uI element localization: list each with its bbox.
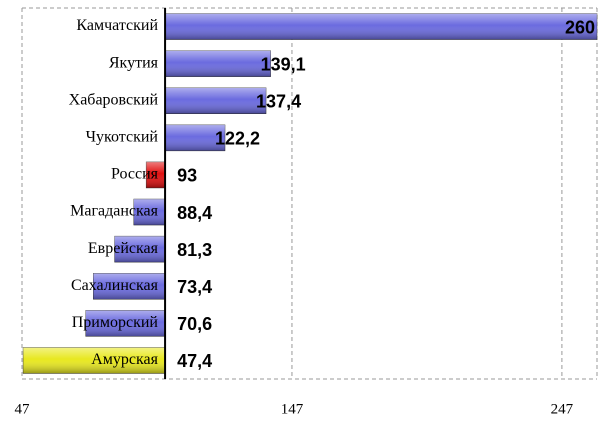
value-label: 47,4 — [177, 351, 212, 371]
x-tick-label: 147 — [281, 401, 304, 417]
value-label: 137,4 — [256, 92, 301, 112]
category-label: Россия — [111, 166, 159, 183]
value-label: 70,6 — [177, 314, 212, 334]
bar-shade — [165, 124, 226, 151]
category-label: Амурская — [91, 351, 158, 368]
bar-shade — [133, 199, 166, 226]
x-tick-label: 247 — [551, 401, 574, 417]
category-label: Хабаровский — [69, 91, 159, 108]
bar-shade — [165, 50, 271, 77]
category-label: Магаданская — [70, 203, 159, 220]
value-label: 88,4 — [177, 203, 212, 223]
category-label: Еврейская — [88, 240, 159, 257]
x-tick-label: 47 — [15, 401, 31, 417]
bar-shade — [146, 161, 166, 188]
value-label: 260 — [565, 17, 595, 37]
bar-shade — [93, 273, 166, 300]
category-label: Якутия — [109, 54, 159, 71]
value-label: 73,4 — [177, 277, 212, 297]
category-label: Чукотский — [86, 129, 159, 146]
category-label: Сахалинская — [71, 277, 159, 294]
value-label: 122,2 — [215, 129, 260, 149]
bar-shade — [23, 347, 166, 374]
bar-shade — [165, 87, 267, 114]
value-label: 81,3 — [177, 240, 212, 260]
category-label: Приморский — [72, 314, 159, 331]
bar-shade — [165, 13, 597, 40]
bar-shade — [114, 236, 166, 263]
category-label: Камчатский — [76, 17, 158, 34]
bar-shade — [85, 310, 166, 337]
value-label: 93 — [177, 166, 197, 186]
value-label: 139,1 — [261, 54, 306, 74]
